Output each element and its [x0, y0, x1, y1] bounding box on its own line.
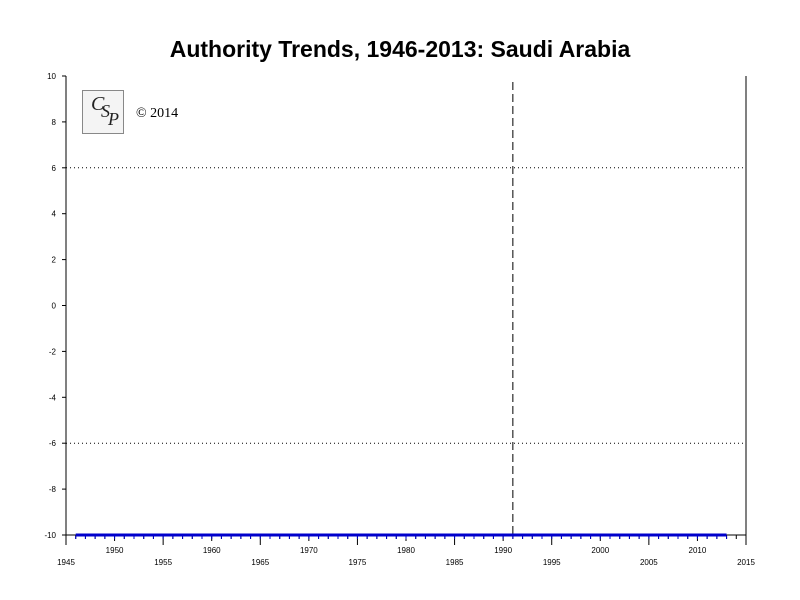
logo-letter-c: C: [91, 93, 105, 115]
y-tick-label: 4: [52, 210, 57, 219]
x-tick-label: 1980: [397, 546, 415, 555]
x-tick-label: 1985: [446, 558, 464, 567]
y-tick-label: -4: [49, 393, 57, 402]
x-tick-label: 2000: [591, 546, 609, 555]
ticks: 10 8 6 4 2 0 -2 -4 -6 -8 -10 1945 1955 1965 1975 1985 19…: [44, 72, 755, 567]
x-tick-label: 1955: [154, 558, 172, 567]
logo-letter-p: P: [108, 109, 119, 129]
series: [75, 533, 728, 539]
x-tick-label: 2015: [737, 558, 755, 567]
logo-letter-s: S: [101, 101, 110, 121]
copyright-text: © 2014: [136, 106, 179, 121]
x-tick-label: 1960: [203, 546, 221, 555]
x-tick-label: 1965: [251, 558, 269, 567]
x-tick-label: 2005: [640, 558, 658, 567]
x-tick-label: 1970: [300, 546, 318, 555]
y-tick-label: -6: [49, 439, 57, 448]
y-tick-label: 8: [52, 118, 57, 127]
y-tick-label: -10: [44, 531, 56, 540]
x-tick-label: 1995: [543, 558, 561, 567]
y-tick-label: 10: [47, 72, 56, 81]
y-tick-label: 2: [52, 256, 57, 265]
y-tick-label: -8: [49, 485, 57, 494]
csp-logo: C S P: [82, 90, 124, 134]
x-tick-label: 1990: [494, 546, 512, 555]
reference-lines: [66, 82, 746, 535]
chart-title: Authority Trends, 1946-2013: Saudi Arabi…: [169, 36, 631, 62]
axes: [65, 76, 747, 536]
x-tick-label: 1950: [106, 546, 124, 555]
y-tick-label: 0: [52, 302, 57, 311]
x-tick-label: 1975: [349, 558, 367, 567]
y-tick-label: 6: [52, 164, 57, 173]
x-tick-label: 2010: [689, 546, 707, 555]
x-tick-label: 1945: [57, 558, 75, 567]
y-tick-label: -2: [49, 347, 57, 356]
